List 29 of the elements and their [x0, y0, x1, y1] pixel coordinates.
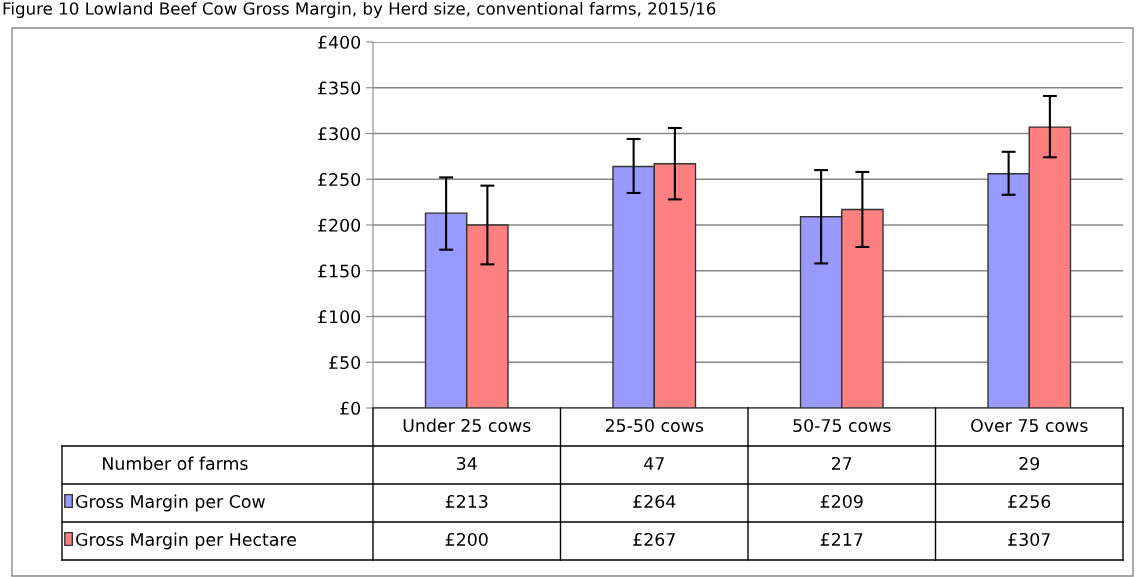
- y-tick-label: £0: [340, 401, 361, 415]
- y-tick-label: £250: [318, 172, 361, 187]
- text: 29: [1019, 456, 1040, 471]
- legend-label: Gross Margin per Cow: [76, 494, 265, 512]
- data-label: £264: [633, 494, 676, 509]
- y-tick-label: £50: [329, 355, 361, 370]
- data-label: £217: [820, 532, 863, 546]
- y-tick-label: £400: [318, 35, 361, 49]
- data-label: £267: [633, 532, 675, 547]
- x-tick-label: Over 75 cows: [971, 418, 1088, 433]
- x-tick-label: 25-50 cows: [605, 418, 704, 433]
- text: Number of farms: [103, 456, 248, 471]
- data-label: £307: [1008, 532, 1050, 547]
- y-tick-label: £200: [318, 218, 361, 232]
- text: 47: [644, 457, 664, 470]
- y-tick-label: £150: [318, 264, 361, 278]
- y-tick-label: £300: [318, 127, 361, 141]
- data-label: £209: [820, 494, 863, 509]
- y-tick-label: £100: [318, 310, 361, 324]
- data-label: £213: [445, 494, 488, 509]
- y-tick-label: £350: [318, 81, 361, 95]
- legend-label: Gross Margin per Hectare: [76, 532, 296, 550]
- chart-title: Figure 10 Lowland Beef Cow Gross Margin, by Herd size, conventional farms, 2015/16: [3, 1, 716, 19]
- x-tick-label: 50-75 cows: [793, 418, 891, 433]
- text: 34: [457, 456, 477, 471]
- data-label: £200: [445, 532, 488, 547]
- text: 27: [831, 456, 852, 470]
- x-tick-label: Under 25 cows: [403, 418, 531, 433]
- data-label: £256: [1008, 494, 1051, 509]
